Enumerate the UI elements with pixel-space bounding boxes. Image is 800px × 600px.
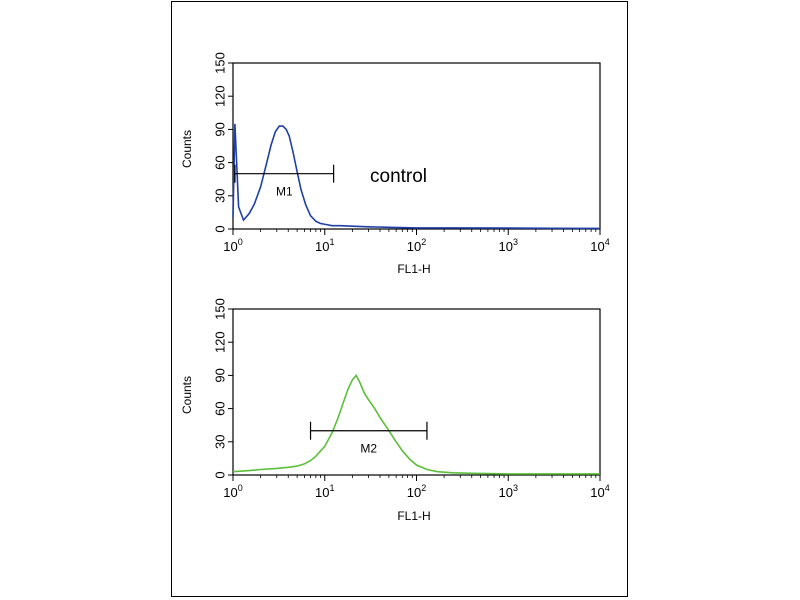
y-tick-label: 60 [212, 155, 227, 169]
y-ticks: 0 30 60 90 120 150 [212, 52, 233, 233]
y-tick-label: 90 [212, 368, 227, 382]
histogram-line-sample [232, 373, 600, 475]
gate-m1: M1 [234, 164, 335, 199]
x-tick-label: 101 [315, 483, 334, 500]
y-tick-label: 0 [212, 225, 227, 232]
y-tick-label: 60 [212, 401, 227, 415]
x-tick-label: 103 [499, 237, 518, 254]
y-tick-label: 150 [212, 52, 227, 74]
figure-frame [171, 1, 628, 597]
y-tick-label: 90 [212, 122, 227, 136]
panel-control: 0 30 60 90 120 150 100 101 102 103 104 M1 FL1-H C… [180, 52, 610, 276]
y-tick-label: 150 [212, 298, 227, 320]
y-tick-label: 30 [212, 435, 227, 449]
x-tick-label: 100 [223, 237, 242, 254]
gate-m2: M2 [309, 421, 428, 456]
y-axis-title: Counts [180, 376, 194, 414]
panel-sample: 0 30 60 90 120 150 100 101 102 103 104 M2 FL1-H C… [180, 298, 610, 523]
gate-label: M2 [360, 442, 377, 456]
y-tick-label: 120 [212, 85, 227, 107]
x-tick-label: 101 [315, 237, 334, 254]
histogram-line-control [232, 123, 601, 230]
x-axis-title: FL1-H [397, 262, 430, 276]
x-tick-label: 103 [499, 483, 518, 500]
x-axis-title: FL1-H [397, 509, 430, 523]
plot-area [232, 308, 601, 476]
plot-area [232, 62, 601, 230]
x-tick-label: 104 [590, 237, 609, 254]
x-ticks: 100 101 102 103 104 [223, 229, 610, 254]
x-tick-label: 102 [407, 237, 426, 254]
y-tick-label: 0 [212, 471, 227, 478]
x-tick-label: 104 [590, 483, 609, 500]
gate-label: M1 [276, 185, 293, 199]
annotation-control: control [370, 166, 427, 187]
x-tick-label: 102 [407, 483, 426, 500]
y-axis-title: Counts [180, 130, 194, 168]
x-tick-label: 100 [223, 483, 242, 500]
y-tick-label: 120 [212, 331, 227, 353]
x-ticks: 100 101 102 103 104 [223, 475, 610, 500]
y-ticks: 0 30 60 90 120 150 [212, 298, 233, 479]
y-tick-label: 30 [212, 189, 227, 203]
